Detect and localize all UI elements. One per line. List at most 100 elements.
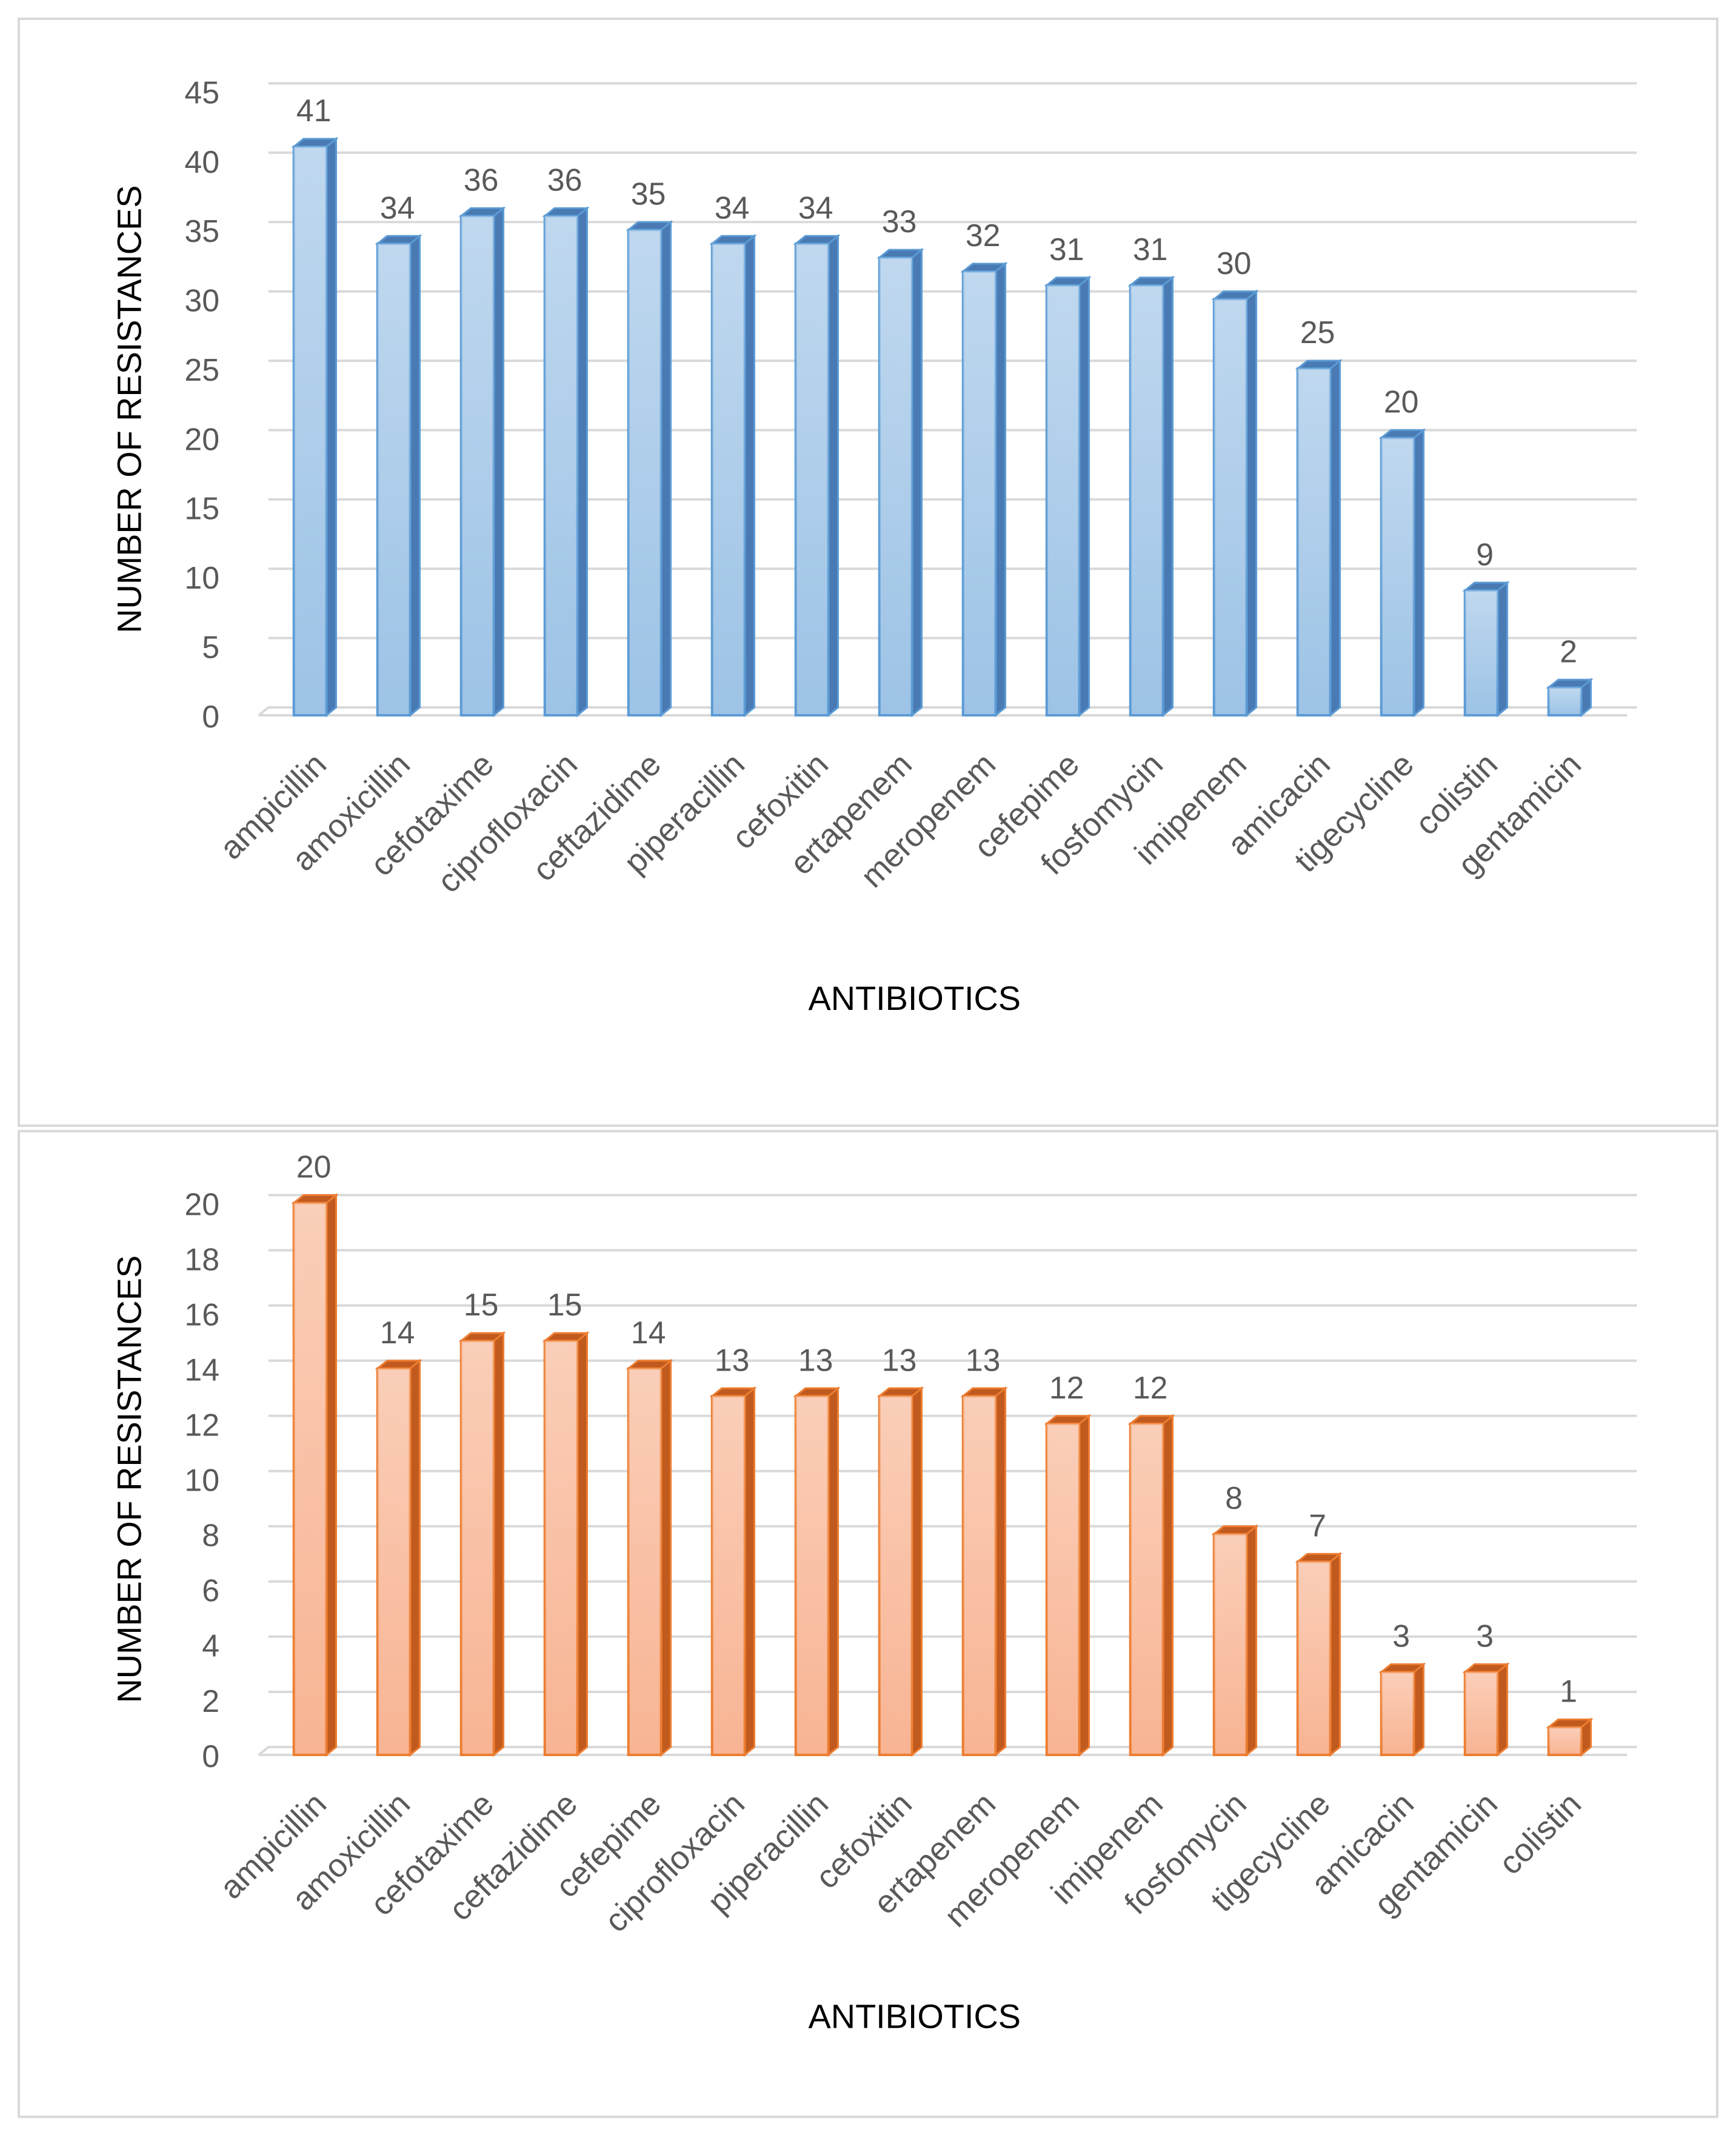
y-tick-label: 14: [184, 1352, 219, 1388]
bar: [1378, 1662, 1426, 1757]
y-tick-label: 5: [202, 630, 219, 665]
data-label: 15: [464, 1287, 499, 1322]
bar-side: [1329, 358, 1341, 718]
x-axis-title: ANTIBIOTICS: [809, 1998, 1021, 2036]
bar-highlight: [1297, 1562, 1330, 1755]
y-axis-title: NUMBER OF RESISTANCES: [110, 1255, 148, 1703]
bar-highlight: [544, 216, 578, 715]
bar: [1127, 1414, 1175, 1757]
bar-highlight: [795, 244, 829, 715]
bar-side: [911, 1386, 923, 1757]
data-label: 31: [1133, 232, 1168, 267]
data-label: 13: [715, 1342, 750, 1377]
bar: [375, 1358, 422, 1757]
chart-panel-bottom: 0 2 4 6 8 10 12 14 16 18 20 20 14 15 15 14 13 13 13 13 12 12 8…: [18, 1130, 1718, 2118]
bar-side: [576, 206, 589, 718]
bar: [291, 136, 339, 718]
y-tick-label: 6: [202, 1573, 219, 1608]
bar-side: [744, 1386, 756, 1757]
bar: [1295, 1552, 1343, 1757]
y-axis-title: NUMBER OF RESISTANCES: [110, 185, 148, 633]
bar-highlight: [628, 1368, 661, 1755]
bar: [542, 1331, 590, 1757]
bar-side: [1246, 1524, 1258, 1757]
bar-side: [1162, 1414, 1174, 1757]
bar-highlight: [795, 1396, 829, 1755]
bar-highlight: [1214, 299, 1247, 715]
data-label: 20: [1384, 384, 1419, 419]
bar-highlight: [1381, 438, 1414, 715]
y-tick-label: 4: [202, 1628, 219, 1663]
bar-highlight: [377, 244, 410, 715]
bar-highlight: [461, 1341, 494, 1755]
bar-highlight: [1548, 1727, 1581, 1755]
y-tick-label: 40: [184, 144, 219, 179]
data-label: 14: [380, 1315, 415, 1350]
bar-highlight: [1046, 1423, 1080, 1755]
data-label: 14: [631, 1315, 666, 1350]
bar: [793, 1386, 841, 1757]
bar-side: [493, 1331, 505, 1757]
data-label: 34: [715, 190, 750, 225]
bar: [626, 220, 673, 718]
data-label: 12: [1133, 1370, 1168, 1405]
bar-side: [493, 206, 505, 718]
data-label: 2: [1560, 633, 1577, 669]
y-tick-label: 25: [184, 352, 219, 387]
bars: [291, 136, 1594, 718]
bar: [1211, 289, 1259, 718]
y-tick-label: 15: [184, 491, 219, 526]
bar-highlight: [879, 1396, 912, 1755]
y-tick-label: 10: [184, 1463, 219, 1498]
bar: [1462, 580, 1510, 718]
data-label: 34: [798, 190, 833, 225]
y-tick-label: 2: [202, 1683, 219, 1719]
bar-highlight: [1214, 1534, 1247, 1755]
bar: [1378, 428, 1426, 718]
bar-side: [827, 1386, 840, 1757]
data-label: 1: [1560, 1674, 1577, 1709]
bar-side: [409, 234, 421, 718]
data-label: 13: [798, 1342, 833, 1377]
bar-highlight: [963, 1396, 996, 1755]
resistance-chart-all: 0 5 10 15 20 25 30 35 40 45 41 34 36 36 35 34 34 33 32 31 31…: [110, 75, 1637, 1017]
chart-floor: [258, 706, 1637, 717]
bar-side: [409, 1358, 421, 1757]
y-tick-label: 45: [184, 75, 219, 110]
bar-highlight: [293, 1203, 327, 1755]
bar-side: [576, 1331, 589, 1757]
bar: [1462, 1662, 1510, 1757]
data-label: 8: [1225, 1480, 1243, 1515]
data-label: 9: [1476, 536, 1494, 572]
bar: [793, 234, 841, 718]
bar-side: [660, 1358, 672, 1757]
y-tick-label: 20: [184, 421, 219, 456]
data-label: 3: [1476, 1619, 1494, 1654]
bar-highlight: [879, 258, 912, 715]
data-label: 31: [1049, 232, 1084, 267]
x-axis-title: ANTIBIOTICS: [809, 979, 1021, 1017]
bar-side: [1078, 275, 1090, 718]
bar-side: [995, 261, 1007, 718]
data-label: 15: [547, 1287, 583, 1322]
bar-side: [1078, 1414, 1090, 1757]
bar-side: [911, 247, 923, 718]
bar-highlight: [963, 271, 996, 715]
bar-side: [1413, 1662, 1425, 1757]
data-label: 7: [1309, 1508, 1326, 1543]
x-category-label: colistin: [1492, 1786, 1588, 1882]
y-tick-label: 8: [202, 1518, 219, 1553]
y-tick-label: 10: [184, 560, 219, 595]
bar: [1295, 358, 1343, 718]
bar: [1044, 1414, 1092, 1757]
bar-side: [1497, 580, 1509, 718]
bar: [375, 234, 422, 718]
bar-highlight: [1381, 1672, 1414, 1755]
bar-highlight: [1130, 1423, 1163, 1755]
data-label: 33: [882, 204, 917, 239]
bar-side: [827, 234, 840, 718]
bar: [291, 1193, 339, 1757]
bar-highlight: [1464, 1672, 1498, 1755]
data-label: 25: [1300, 315, 1335, 350]
y-tick-label: 16: [184, 1297, 219, 1332]
